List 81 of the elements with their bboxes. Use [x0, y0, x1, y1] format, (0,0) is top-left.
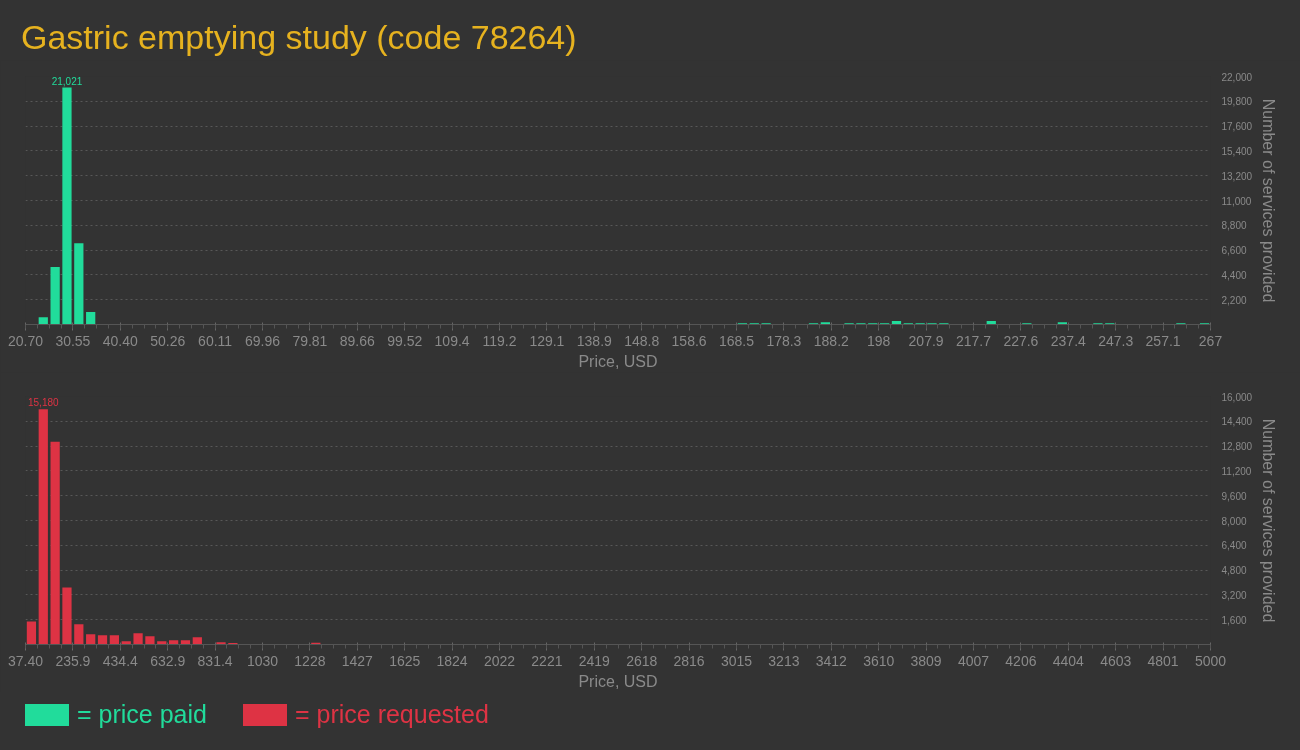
x-tick-label: 1824 — [436, 652, 468, 669]
x-tick-label: 831.4 — [197, 652, 233, 669]
x-tick-label: 257.1 — [1145, 332, 1181, 349]
x-tick-label: 40.40 — [102, 332, 139, 349]
chart-title: Gastric emptying study (code 78264) — [21, 17, 577, 58]
x-tick-label: 3015 — [720, 652, 753, 669]
y-tick-label: 8,000 — [1221, 515, 1247, 527]
y-tick-label: 6,600 — [1221, 245, 1247, 257]
x-tick-label: 60.11 — [198, 332, 233, 349]
x-tick-label: 2816 — [673, 652, 705, 669]
x-tick-label: 207.9 — [908, 332, 944, 349]
y-tick-label: 16,000 — [1221, 391, 1253, 403]
y-tick-label: 13,200 — [1221, 170, 1253, 182]
x-tick-label: 227.6 — [1003, 332, 1039, 349]
x-tick-label: 37.40 — [7, 652, 44, 669]
x-tick-label: 4801 — [1147, 652, 1179, 669]
x-tick-label: 5000 — [1194, 652, 1227, 669]
y-tick-label: 19,800 — [1221, 96, 1253, 108]
y-tick-label: 4,400 — [1221, 269, 1247, 281]
x-tick-label: 198 — [867, 332, 891, 349]
x-tick-label: 99.52 — [387, 332, 423, 349]
x-tick-label: 30.55 — [55, 332, 91, 349]
y-tick-label: 1,600 — [1221, 614, 1247, 626]
x-tick-label: 434.4 — [102, 652, 139, 669]
x-tick-label: 2618 — [626, 652, 658, 669]
x-tick-label: 4404 — [1052, 652, 1085, 669]
y-tick-label: 4,800 — [1221, 565, 1247, 577]
x-tick-label: 3809 — [910, 652, 942, 669]
x-tick-label: 632.9 — [150, 652, 186, 669]
x-tick-label: 129.1 — [529, 332, 565, 349]
y-tick-label: 17,600 — [1221, 121, 1253, 133]
data-label: 21,021 — [51, 75, 83, 87]
legend-label: = price requested — [294, 700, 489, 728]
x-axis-title: Price, USD — [578, 672, 658, 690]
y-tick-label: 8,800 — [1221, 220, 1247, 232]
x-tick-label: 89.66 — [339, 332, 376, 349]
y-tick-label: 11,200 — [1221, 465, 1252, 477]
x-tick-label: 109.4 — [434, 332, 470, 349]
x-tick-label: 3610 — [863, 652, 895, 669]
x-tick-label: 1427 — [341, 652, 374, 669]
legend-label: = price paid — [77, 700, 207, 728]
y-axis-title: Number of services provided — [1260, 418, 1278, 623]
x-tick-label: 188.2 — [813, 332, 850, 349]
data-label: 15,180 — [27, 397, 60, 409]
x-tick-label: 2022 — [483, 652, 516, 669]
x-tick-label: 178.3 — [766, 332, 802, 349]
x-tick-label: 148.8 — [624, 332, 660, 349]
x-tick-label: 4603 — [1100, 652, 1132, 669]
y-tick-label: 15,400 — [1221, 145, 1253, 157]
x-axis-title: Price, USD — [578, 352, 658, 370]
x-tick-label: 267 — [1198, 332, 1223, 349]
y-tick-label: 14,400 — [1221, 416, 1253, 428]
y-tick-label: 3,200 — [1221, 589, 1247, 601]
y-tick-label: 22,000 — [1221, 71, 1253, 83]
x-tick-label: 3213 — [768, 652, 800, 669]
x-tick-label: 4007 — [957, 652, 990, 669]
x-tick-label: 138.9 — [576, 332, 613, 349]
y-tick-label: 12,800 — [1221, 441, 1253, 453]
x-tick-label: 168.5 — [718, 332, 755, 349]
x-tick-label: 50.26 — [150, 332, 186, 349]
x-tick-label: 235.9 — [55, 652, 91, 669]
x-tick-label: 2221 — [531, 652, 563, 669]
x-tick-label: 69.96 — [244, 332, 281, 349]
x-tick-label: 247.3 — [1098, 332, 1134, 349]
y-axis-title: Number of services provided — [1260, 98, 1278, 303]
x-tick-label: 1625 — [389, 652, 421, 669]
y-tick-label: 11,000 — [1221, 195, 1252, 207]
x-tick-label: 1030 — [246, 652, 279, 669]
x-tick-label: 79.81 — [292, 332, 328, 349]
x-tick-label: 217.7 — [955, 332, 992, 349]
x-tick-label: 1228 — [294, 652, 326, 669]
x-tick-label: 119.2 — [482, 332, 517, 349]
y-tick-label: 6,400 — [1221, 540, 1247, 552]
x-tick-label: 2419 — [578, 652, 611, 669]
x-tick-label: 158.6 — [671, 332, 707, 349]
x-tick-label: 237.4 — [1050, 332, 1087, 349]
x-tick-label: 3412 — [815, 652, 848, 669]
y-tick-label: 2,200 — [1221, 294, 1247, 306]
x-tick-label: 20.70 — [7, 332, 44, 349]
y-tick-label: 9,600 — [1221, 490, 1247, 502]
x-tick-label: 4206 — [1005, 652, 1037, 669]
